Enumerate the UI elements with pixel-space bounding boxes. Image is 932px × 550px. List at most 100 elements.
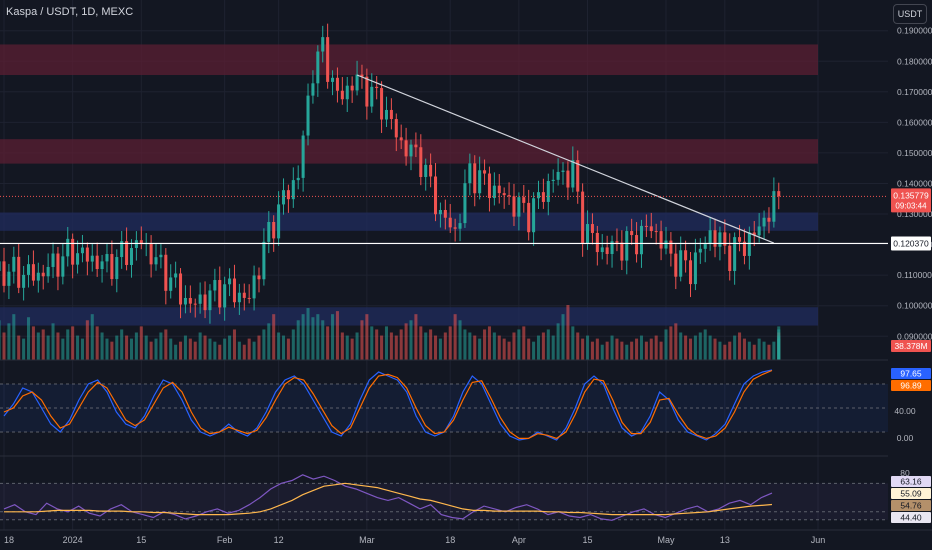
- volume-bar: [296, 320, 300, 360]
- chart-title: Kaspa / USDT, 1D, MEXC: [6, 6, 134, 18]
- candle-body: [257, 275, 261, 280]
- candle-body: [301, 135, 305, 178]
- volume-bar: [139, 326, 143, 360]
- rsi-value-label: 63.16: [900, 477, 922, 487]
- candle-body: [335, 77, 339, 91]
- candle-body: [125, 241, 129, 265]
- volume-bar: [605, 341, 609, 360]
- candle-body: [654, 231, 658, 233]
- candle-body: [723, 232, 727, 246]
- price-tick-label: 0.180000: [897, 56, 932, 66]
- stoch-d-label: 96.89: [900, 381, 922, 391]
- time-tick-label: 13: [720, 535, 730, 545]
- candle-body: [188, 297, 192, 304]
- candle-body: [458, 223, 462, 229]
- candle-body: [561, 170, 565, 172]
- volume-bar: [159, 332, 163, 360]
- time-tick-label: May: [657, 535, 675, 545]
- candle-body: [115, 257, 119, 280]
- volume-bar: [169, 338, 173, 360]
- volume-bar: [541, 332, 545, 360]
- candle-body: [355, 74, 359, 91]
- volume-bar: [7, 323, 11, 360]
- volume-bar: [272, 314, 276, 360]
- volume-bar: [90, 314, 94, 360]
- volume-bar: [115, 335, 119, 360]
- volume-bar: [164, 329, 168, 360]
- candle-body: [321, 37, 325, 52]
- volume-bar: [586, 335, 590, 360]
- candle-body: [291, 180, 295, 200]
- candle-body: [448, 217, 452, 228]
- volume-bar: [179, 341, 183, 360]
- candle-body: [306, 95, 310, 136]
- support-zone: [0, 212, 818, 231]
- candle-body: [767, 217, 771, 222]
- candle-body: [502, 193, 506, 196]
- volume-bar: [31, 326, 35, 360]
- volume-bar: [483, 329, 487, 360]
- volume-bar: [664, 329, 668, 360]
- volume-bar: [242, 344, 246, 360]
- candle-body: [424, 164, 428, 178]
- volume-bar: [306, 308, 310, 360]
- volume-bar: [380, 335, 384, 360]
- volume-bar: [728, 341, 732, 360]
- volume-bar: [100, 332, 104, 360]
- candle-body: [95, 255, 99, 270]
- candle-body: [56, 253, 60, 277]
- volume-bar: [644, 341, 648, 360]
- time-tick-label: 18: [445, 535, 455, 545]
- volume-bar: [512, 332, 516, 360]
- candle-body: [340, 90, 344, 100]
- volume-bar: [502, 338, 506, 360]
- volume-bar: [384, 326, 389, 360]
- volume-bar: [581, 338, 585, 360]
- candle-body: [600, 247, 604, 253]
- rsi-low-badge: [891, 512, 931, 523]
- candle-body: [174, 273, 178, 278]
- candle-body: [478, 170, 482, 194]
- candle-body: [512, 196, 516, 217]
- price-axis: 0.190000 0.180000 0.170000 0.160000 0.150000…: [888, 0, 932, 530]
- price-tick-label: 0.170000: [897, 87, 932, 97]
- candle-body: [90, 255, 94, 262]
- candle-body: [414, 144, 418, 148]
- time-tick-label: 15: [583, 535, 593, 545]
- candle-body: [252, 275, 256, 299]
- trendline: [356, 74, 775, 244]
- candle-body: [61, 256, 65, 277]
- volume-bar: [576, 332, 580, 360]
- volume-bar: [80, 338, 84, 360]
- volume-bar: [105, 338, 109, 360]
- candle-body: [684, 250, 688, 261]
- price-overlays: [0, 74, 888, 245]
- candle-body: [110, 254, 114, 280]
- candle-body: [159, 254, 163, 258]
- volume-bar: [674, 323, 678, 360]
- resistance-zone: [0, 139, 818, 164]
- volume-bar: [237, 341, 241, 360]
- stoch-k-label: 97.65: [900, 369, 922, 379]
- currency-unit-button[interactable]: USDT: [893, 4, 927, 24]
- candle-body: [429, 164, 433, 177]
- volume-last-label: 38.378M: [894, 341, 927, 351]
- volume-bar: [404, 323, 408, 360]
- volume-bar: [620, 341, 624, 360]
- volume-bar: [213, 341, 217, 360]
- candle-body: [747, 232, 751, 256]
- volume-bar: [2, 332, 6, 360]
- volume-bar: [693, 335, 697, 360]
- candle-body: [438, 209, 442, 215]
- volume-bar: [429, 329, 433, 360]
- candle-body: [223, 284, 227, 308]
- candle-body: [36, 272, 40, 281]
- support-zone: [0, 307, 818, 326]
- stoch-k-badge: [891, 368, 931, 379]
- candle-body: [762, 217, 766, 227]
- volume-bar: [56, 332, 60, 360]
- volume-bar: [26, 317, 31, 360]
- candle-body: [237, 292, 241, 303]
- volume-bar: [257, 335, 261, 360]
